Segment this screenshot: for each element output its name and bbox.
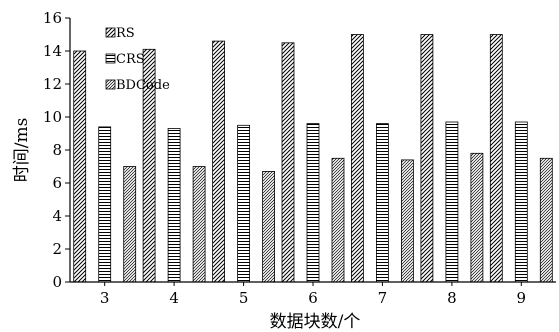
- x-tick-label-5: 5: [239, 289, 249, 307]
- legend-label-bdcode: BDCode: [116, 78, 170, 93]
- legend-label-rs: RS: [116, 26, 135, 41]
- bar-bdcode-9: [539, 157, 553, 283]
- bar-crs-4: [167, 128, 181, 283]
- x-axis-label: 数据块数/个: [270, 312, 361, 332]
- bar-rs-7: [350, 34, 364, 283]
- y-tick-label-10: 10: [43, 108, 62, 126]
- bar-bdcode-6: [331, 157, 345, 283]
- y-tick-label-16: 16: [43, 9, 62, 27]
- bar-rs-9: [489, 34, 503, 283]
- legend-swatch-crs: [105, 53, 116, 64]
- bar-bdcode-3: [123, 166, 137, 283]
- bar-rs-8: [420, 34, 434, 283]
- bar-rs-3: [73, 50, 87, 283]
- bar-bdcode-4: [192, 166, 206, 283]
- legend-swatch-rs: [105, 27, 116, 38]
- bar-bdcode-5: [262, 170, 276, 283]
- x-tick-label-4: 4: [169, 289, 179, 307]
- y-tick-label-12: 12: [43, 75, 62, 93]
- y-tick-label-4: 4: [52, 207, 62, 225]
- bar-crs-7: [375, 123, 389, 283]
- x-tick-label-6: 6: [308, 289, 318, 307]
- bar-crs-6: [306, 123, 320, 283]
- legend-swatch-bdcode: [105, 79, 116, 90]
- legend-label-crs: CRS: [116, 52, 145, 67]
- bar-crs-5: [237, 124, 251, 283]
- y-tick-label-14: 14: [43, 42, 62, 60]
- x-tick-label-7: 7: [378, 289, 388, 307]
- x-tick-label-3: 3: [100, 289, 110, 307]
- legend: RS CRS BDCode: [105, 26, 170, 93]
- axes-group: 3 4 5 6 7 8 9 0 2 4 6 8 10 12 14 16: [43, 9, 556, 307]
- y-tick-label-8: 8: [52, 141, 62, 159]
- y-tick-label-2: 2: [52, 240, 62, 258]
- x-tick-label-9: 9: [517, 289, 527, 307]
- bar-bdcode-8: [470, 152, 484, 283]
- y-tick-label-0: 0: [52, 273, 62, 291]
- x-tick-label-8: 8: [447, 289, 457, 307]
- bar-crs-3: [98, 126, 112, 283]
- bar-rs-5: [212, 40, 226, 283]
- bars-group: [73, 34, 553, 283]
- y-axis-label: 时间/ms: [12, 118, 32, 183]
- y-tick-label-6: 6: [52, 174, 62, 192]
- bar-crs-9: [514, 121, 528, 283]
- bar-rs-6: [281, 42, 295, 283]
- bar-bdcode-7: [400, 159, 414, 283]
- bar-crs-8: [445, 121, 459, 283]
